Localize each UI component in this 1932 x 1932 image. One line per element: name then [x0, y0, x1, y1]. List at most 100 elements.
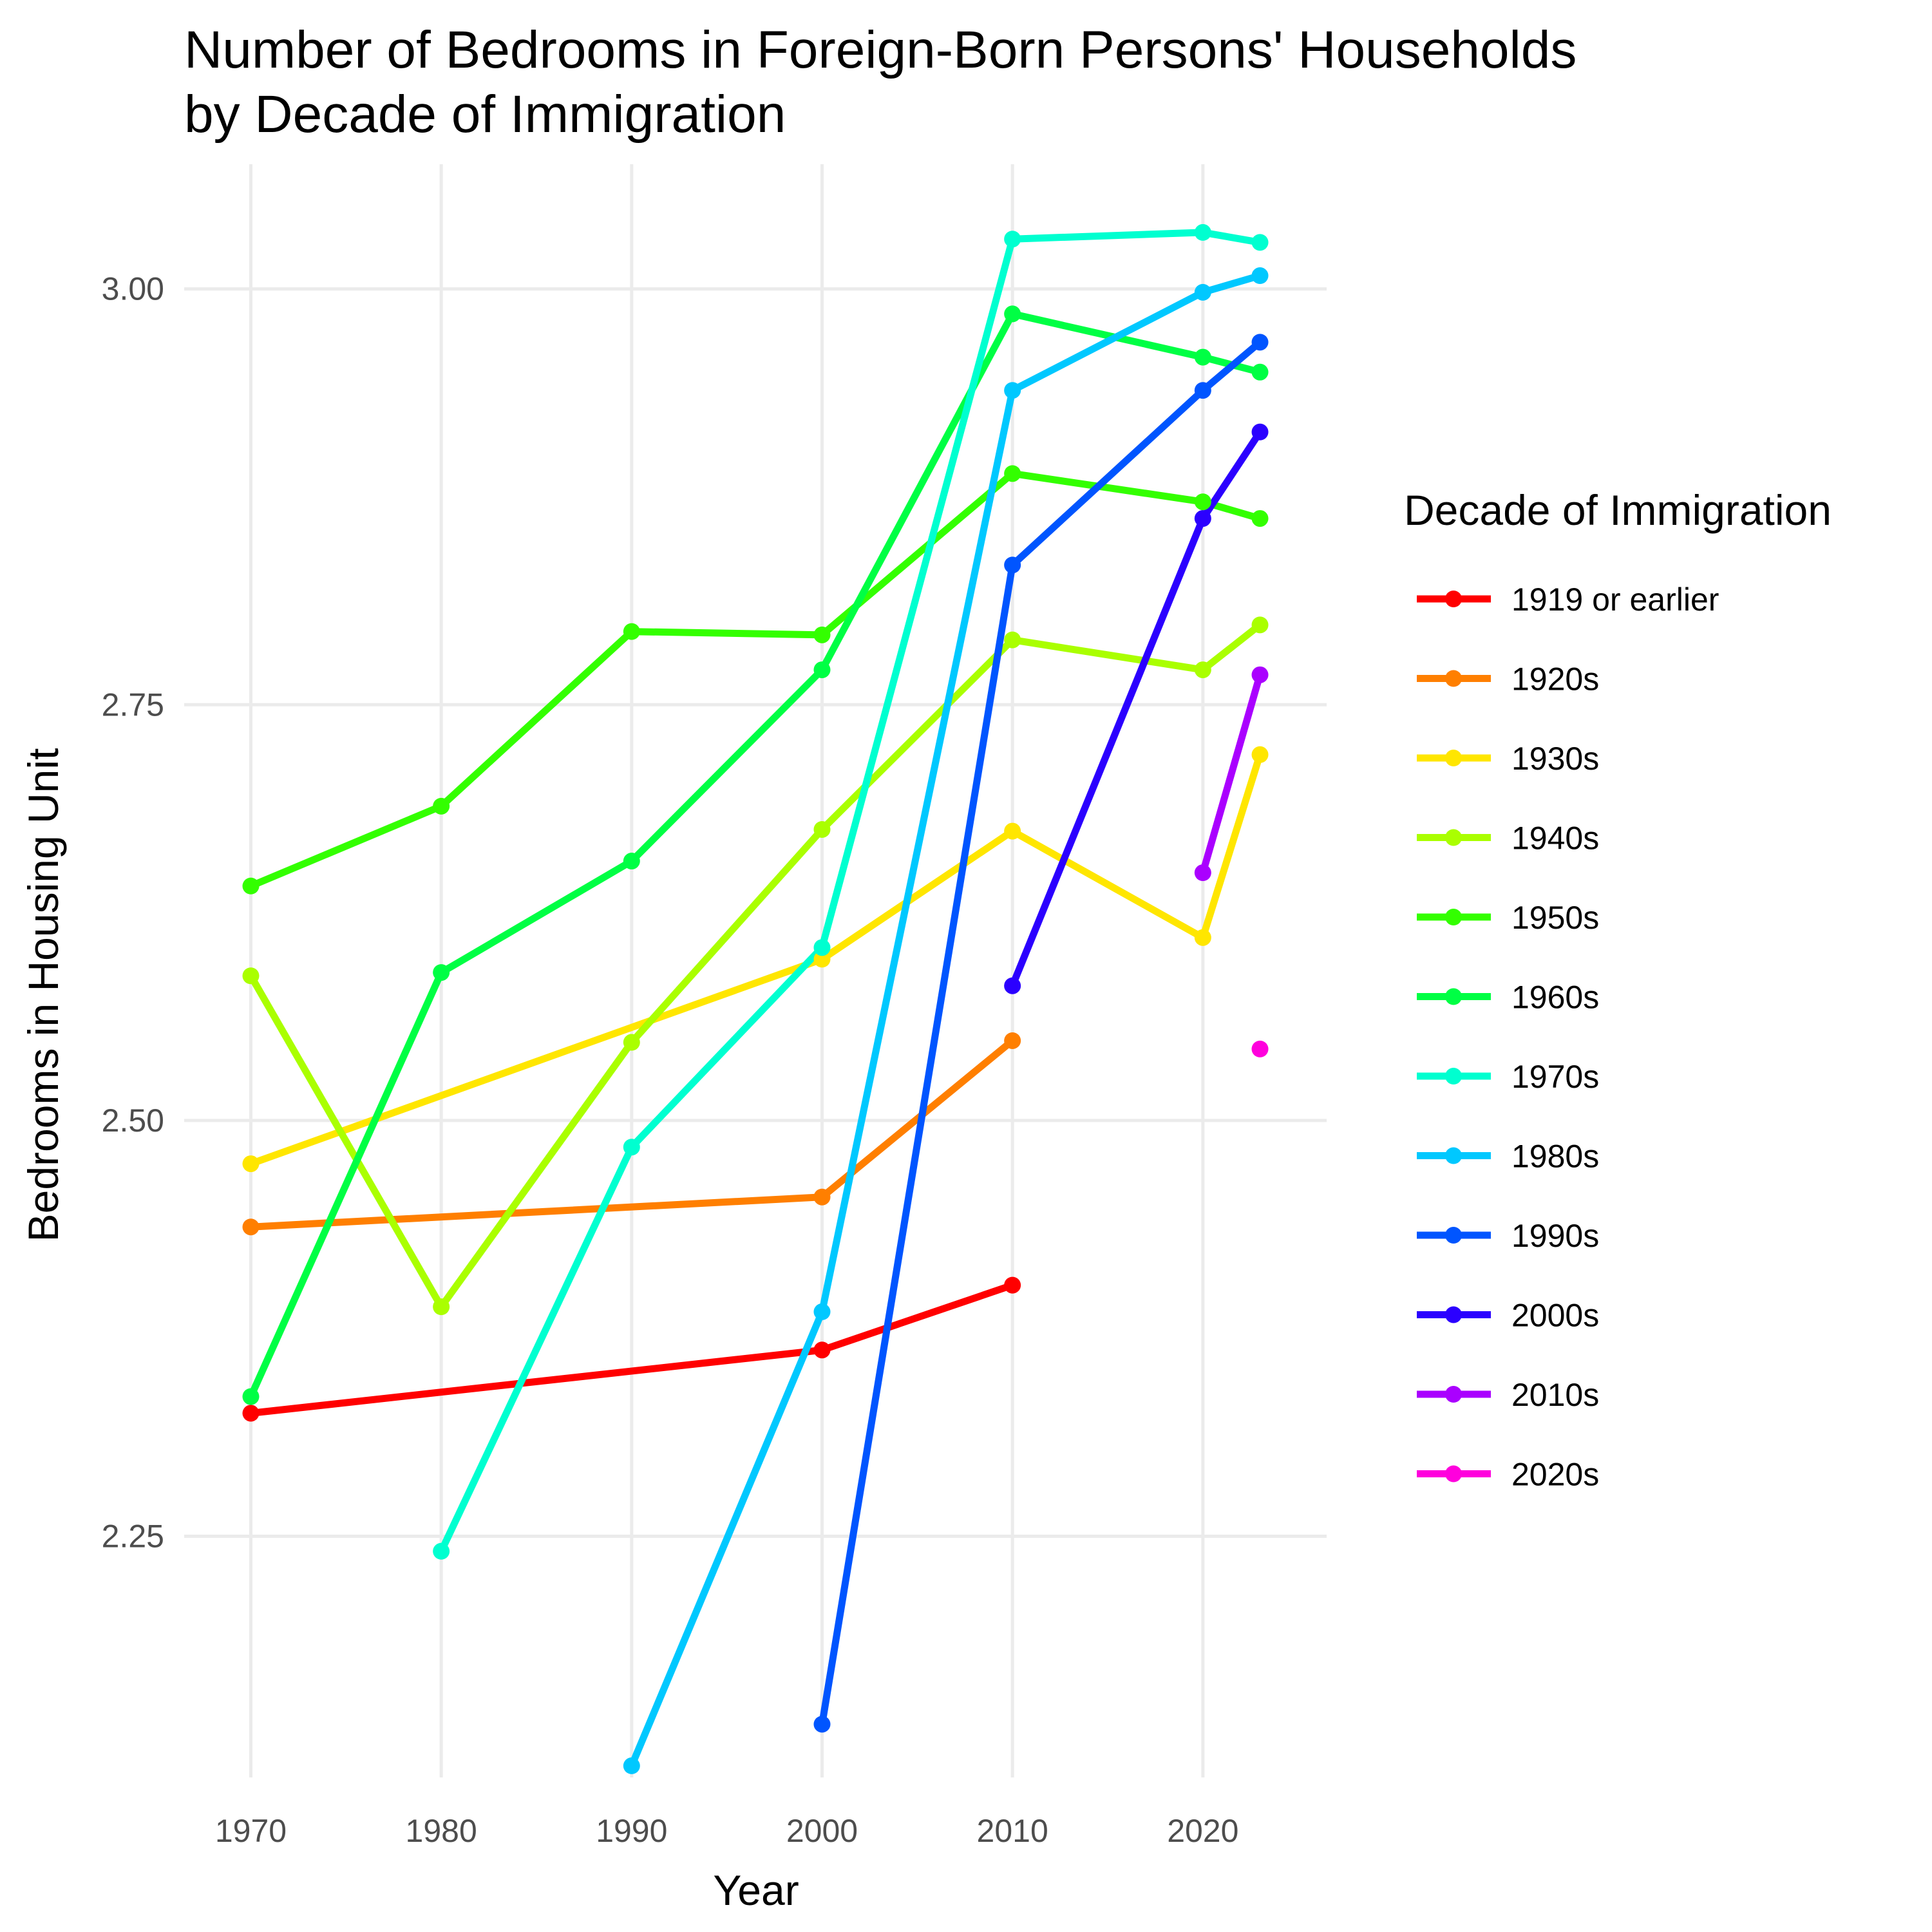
data-point-1950s-2010 [1004, 465, 1021, 482]
data-point-1990s-2010 [1004, 556, 1021, 574]
legend-item-1950s: 1950s [1417, 900, 1599, 936]
data-point-1980s-2020 [1194, 283, 1211, 301]
data-point-1930s-2023 [1251, 746, 1269, 763]
data-point-1980s-2010 [1004, 382, 1021, 399]
x-axis-ticks: 1970 1980 1990 2000 2010 2020 [215, 1813, 1239, 1849]
legend-label-1980s: 1980s [1511, 1139, 1599, 1175]
data-point-1940s-1970 [242, 967, 260, 985]
legend-label-1940s: 1940s [1511, 820, 1599, 857]
chart-title: Number of Bedrooms in Foreign-Born Perso… [184, 21, 1577, 144]
legend-label-1960s: 1960s [1511, 980, 1599, 1016]
legend-swatch-point-1990s [1445, 1227, 1462, 1244]
y-tick-label-3: 3.00 [102, 271, 164, 307]
y-tick-label-0: 2.25 [102, 1519, 164, 1555]
legend-label-1970s: 1970s [1511, 1059, 1599, 1095]
legend-label-1920s: 1920s [1511, 661, 1599, 697]
data-point-1940s-1980 [433, 1298, 450, 1316]
data-point-1950s-1980 [433, 797, 450, 815]
legend-item-1960s: 1960s [1417, 980, 1599, 1016]
data-point-1970s-2010 [1004, 231, 1021, 248]
data-point-1980s-2023 [1251, 267, 1269, 285]
data-point-1960s-1970 [242, 1388, 260, 1405]
data-point-1960s-1980 [433, 964, 450, 981]
data-point-1970s-2023 [1251, 234, 1269, 251]
data-point-1960s-2023 [1251, 363, 1269, 381]
legend-item-1970s: 1970s [1417, 1059, 1599, 1095]
legend-item-1980s: 1980s [1417, 1139, 1599, 1175]
legend-title: Decade of Immigration [1404, 486, 1832, 534]
x-tick-label-2000: 2000 [786, 1813, 858, 1849]
legend-swatch-point-1970s [1445, 1068, 1462, 1084]
legend-item-2000s: 2000s [1417, 1298, 1599, 1334]
data-point-1920s-2010 [1004, 1032, 1021, 1049]
legend-swatch-point-2000s [1445, 1306, 1462, 1323]
y-axis-title: Bedrooms in Housing Unit [19, 748, 67, 1242]
data-point-1919-or-earlier-2010 [1004, 1276, 1021, 1294]
series-line-1930s [249, 753, 1264, 1168]
legend-swatch-point-1940s [1445, 829, 1462, 846]
legend-label-1950s: 1950s [1511, 900, 1599, 936]
legend-swatch-point-1919-or-earlier [1445, 591, 1462, 607]
data-point-1970s-1990 [623, 1139, 640, 1156]
data-point-1970s-2020 [1194, 223, 1211, 241]
data-point-1950s-1970 [242, 877, 260, 895]
legend-label-2020s: 2020s [1511, 1457, 1599, 1493]
x-tick-label-1970: 1970 [215, 1813, 287, 1849]
data-point-1940s-2023 [1251, 616, 1269, 634]
data-point-1960s-2020 [1194, 348, 1211, 366]
legend-swatch-point-1950s [1445, 909, 1462, 925]
legend-item-1940s: 1940s [1417, 820, 1599, 857]
legend-item-1990s: 1990s [1417, 1218, 1599, 1254]
chart-title-line-2: by Decade of Immigration [184, 85, 786, 144]
y-tick-label-1: 2.50 [102, 1103, 164, 1139]
x-tick-label-1980: 1980 [406, 1813, 477, 1849]
legend-swatch-point-2020s [1445, 1465, 1462, 1482]
data-point-1950s-2023 [1251, 510, 1269, 527]
data-point-1990s-2023 [1251, 334, 1269, 351]
data-point-1930s-2010 [1004, 822, 1021, 840]
data-point-1970s-2000 [813, 939, 831, 956]
series-points [242, 223, 1269, 1774]
x-tick-label-2010: 2010 [977, 1813, 1048, 1849]
data-point-1930s-2020 [1194, 929, 1211, 946]
legend-label-1930s: 1930s [1511, 741, 1599, 777]
data-point-2020s-2023 [1251, 1040, 1269, 1057]
data-point-1990s-2000 [813, 1716, 831, 1733]
data-point-1940s-2010 [1004, 631, 1021, 649]
series-line-1940s [247, 621, 1262, 1311]
legend-swatch-point-2010s [1445, 1386, 1462, 1403]
data-point-1960s-2010 [1004, 305, 1021, 323]
gridlines [184, 164, 1327, 1777]
data-point-2010s-2020 [1194, 864, 1211, 882]
chart-title-line-1: Number of Bedrooms in Foreign-Born Perso… [184, 21, 1577, 79]
legend: 1919 or earlier 1920s 1930s 1940s 1950s 1960s… [1417, 582, 1719, 1493]
y-axis-ticks: 2.25 2.50 2.75 3.00 [102, 271, 164, 1555]
data-point-1950s-2020 [1194, 493, 1211, 511]
legend-label-1919-or-earlier: 1919 or earlier [1511, 582, 1719, 618]
legend-label-2010s: 2010s [1511, 1377, 1599, 1413]
data-point-1950s-2000 [813, 626, 831, 643]
data-point-2000s-2023 [1251, 423, 1269, 440]
x-tick-label-1990: 1990 [596, 1813, 667, 1849]
legend-swatch-point-1960s [1445, 988, 1462, 1005]
legend-item-1920s: 1920s [1417, 661, 1599, 697]
data-point-1940s-2000 [813, 820, 831, 838]
data-point-1920s-2000 [813, 1188, 831, 1206]
series-line-1970s [438, 229, 1261, 1553]
legend-swatch-point-1980s [1445, 1147, 1462, 1164]
y-tick-label-2: 2.75 [102, 687, 164, 723]
data-point-1930s-2000 [813, 951, 831, 968]
legend-label-2000s: 2000s [1511, 1298, 1599, 1334]
legend-item-2020s: 2020s [1417, 1457, 1599, 1493]
data-point-1960s-2000 [813, 661, 831, 679]
data-point-1980s-2000 [813, 1303, 831, 1320]
data-point-2000s-2020 [1194, 510, 1211, 527]
legend-swatch-point-1930s [1445, 750, 1462, 766]
data-point-1960s-1990 [623, 853, 640, 870]
data-point-1980s-1990 [623, 1757, 640, 1774]
legend-item-1930s: 1930s [1417, 741, 1599, 777]
data-point-1920s-1970 [242, 1218, 260, 1236]
legend-item-2010s: 2010s [1417, 1377, 1599, 1413]
series-line-2010s [1199, 674, 1264, 874]
